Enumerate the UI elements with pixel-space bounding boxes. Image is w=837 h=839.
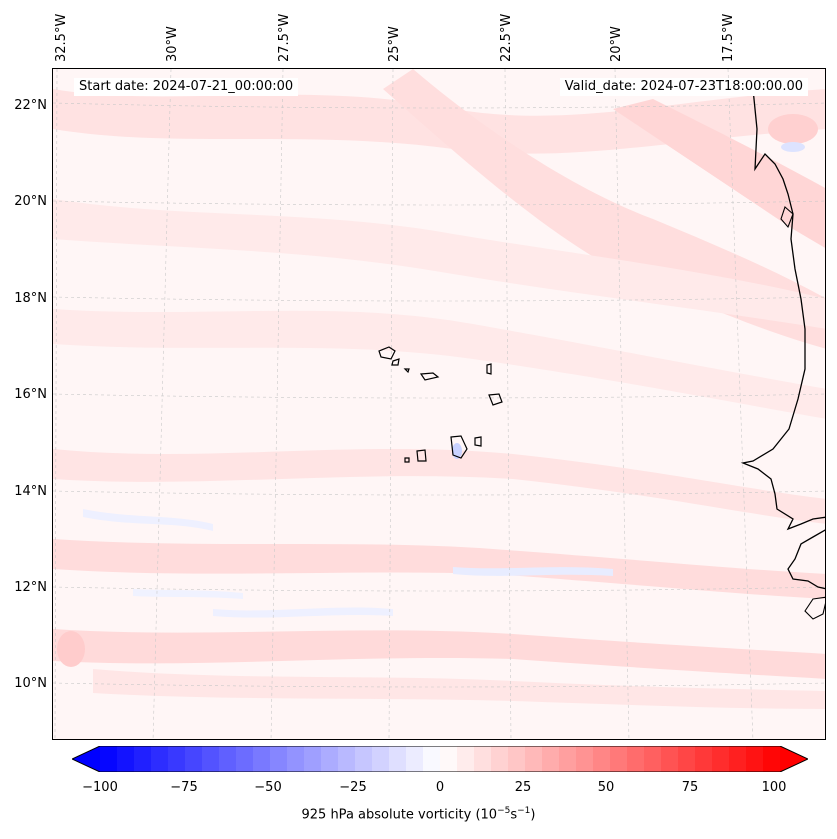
colorbar-cell [729,746,747,772]
colorbar-label-exp2: −1 [517,806,531,816]
colorbar-label-end: ) [530,807,536,823]
start-date-label: Start date: 2024-07-21_00:00:00 [74,78,299,96]
colorbar-cell [219,746,237,772]
colorbar-label-main: 925 hPa absolute vorticity (10 [301,807,498,823]
colorbar-tick: 0 [435,780,445,795]
colorbar-tick: −50 [254,780,282,795]
boa-vista [488,393,503,406]
lon-label-32-5w: 32.5°W [54,13,69,62]
brava [404,457,410,463]
lat-label-18n: 18°N [14,291,47,306]
lon-label-17-5w: 17.5°W [721,13,736,62]
colorbar-tick: 25 [514,780,532,795]
lat-label-14n: 14°N [14,484,47,499]
graticule [53,69,825,739]
negative-vorticity-streaks [83,142,805,618]
colorbar-cell [185,746,203,772]
lon-label-27-5w: 27.5°W [277,13,292,62]
colorbar-cell [270,746,288,772]
colorbar-cell [457,746,475,772]
lon-label-25w: 25°W [387,26,402,62]
colorbar-cell [695,746,713,772]
cape-verde-islands [378,346,503,463]
background-field [53,69,825,739]
colorbar-cell [355,746,373,772]
colorbar-cell [253,746,271,772]
colorbar-cell [100,746,118,772]
lon-label-22-5w: 22.5°W [499,13,514,62]
colorbar-cell [525,746,543,772]
colorbar-cells [72,746,808,772]
colorbar-tick: 100 [761,780,787,795]
colorbar-cell [576,746,594,772]
maio [474,436,482,447]
colorbar-tick: −25 [339,780,367,795]
colorbar-cell [372,746,390,772]
colorbar-label-mid: s [510,807,518,823]
colorbar-cell [508,746,526,772]
colorbar-cell [423,746,441,772]
sal [486,363,492,375]
colorbar-extend-min [72,746,100,772]
colorbar-cell [117,746,135,772]
colorbar-label-exp1: −5 [497,806,511,816]
santiago [450,435,468,459]
colorbar-cell [610,746,628,772]
lat-label-10n: 10°N [14,676,47,691]
map-panel [52,68,826,740]
valid-date-label: Valid_date: 2024-07-23T18:00:00.00 [559,78,808,96]
lat-label-12n: 12°N [14,580,47,595]
colorbar-tick: 75 [681,780,699,795]
colorbar-cell [168,746,186,772]
colorbar-cell [236,746,254,772]
colorbar-cell [440,746,458,772]
colorbar-label: 925 hPa absolute vorticity (10−5s−1) [0,806,837,822]
colorbar-cell [763,746,781,772]
colorbar [72,746,808,772]
colorbar-cell [406,746,424,772]
colorbar-cell [491,746,509,772]
colorbar-cell [389,746,407,772]
santo-antao [378,346,396,360]
africa-coastline-south [787,529,825,590]
lat-label-20n: 20°N [14,194,47,209]
vorticity-field [53,69,825,739]
lon-label-30w: 30°W [165,26,180,62]
colorbar-tick: −100 [82,780,118,795]
lat-label-22n: 22°N [14,98,47,113]
colorbar-cell [151,746,169,772]
fogo [416,449,427,462]
colorbar-cell [593,746,611,772]
colorbar-cell [338,746,356,772]
colorbar-cell [559,746,577,772]
colorbar-cell [644,746,662,772]
colorbar-tick: 50 [597,780,615,795]
colorbar-cell [678,746,696,772]
colorbar-cell [287,746,305,772]
bijagos-islands [804,596,825,620]
sao-vicente [391,358,400,366]
positive-vorticity-bands [53,69,825,709]
colorbar-cell [304,746,322,772]
colorbar-cell [321,746,339,772]
colorbar-cell [627,746,645,772]
lat-label-16n: 16°N [14,387,47,402]
banc-arguin [780,206,794,229]
colorbar-cell [202,746,220,772]
colorbar-cell [746,746,764,772]
colorbar-cell [712,746,730,772]
colorbar-extend-max [780,746,808,772]
colorbar-cell [661,746,679,772]
colorbar-cell [134,746,152,772]
colorbar-cell [542,746,560,772]
lon-label-20w: 20°W [609,26,624,62]
colorbar-cell [474,746,492,772]
colorbar-tick: −75 [170,780,198,795]
sao-nicolau [419,372,440,381]
santa-luzia [403,368,410,374]
africa-coastline [740,88,825,531]
